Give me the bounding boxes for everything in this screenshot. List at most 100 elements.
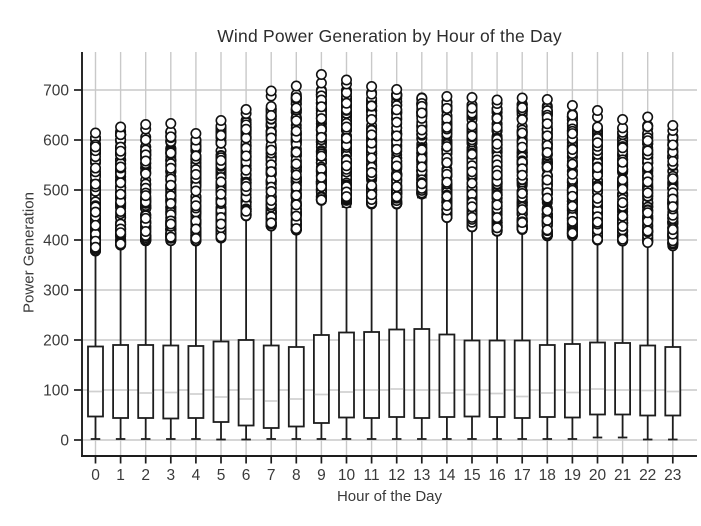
iqr-box xyxy=(237,339,255,427)
outlier-point xyxy=(617,233,629,245)
outliers-hour-14 xyxy=(441,91,453,223)
outlier-point xyxy=(466,166,478,178)
x-tick-label: 16 xyxy=(488,467,505,484)
outlier-point xyxy=(416,124,428,136)
outlier-point xyxy=(667,155,679,167)
x-tick-label: 4 xyxy=(192,467,201,484)
outliers-hour-5 xyxy=(215,115,227,244)
outlier-point xyxy=(165,197,177,209)
outlier-point xyxy=(366,180,378,192)
outlier-point xyxy=(315,131,327,143)
boxplot-hour-10 xyxy=(338,206,355,440)
outlier-point xyxy=(391,191,403,203)
extreme-outlier-point xyxy=(140,119,152,131)
y-tick-label: 700 xyxy=(43,83,69,100)
extreme-outlier-point xyxy=(441,91,453,103)
iqr-box xyxy=(488,339,506,418)
outlier-point xyxy=(90,178,102,190)
outlier-point xyxy=(516,169,528,181)
outlier-point xyxy=(90,219,102,231)
outlier-point xyxy=(541,224,553,236)
iqr-box xyxy=(413,328,431,419)
iqr-box xyxy=(538,344,556,418)
outlier-point xyxy=(566,168,578,180)
outlier-point xyxy=(190,233,202,245)
outlier-point xyxy=(516,127,528,139)
iqr-box xyxy=(639,344,657,417)
outlier-point xyxy=(466,120,478,132)
outliers-hour-4 xyxy=(190,128,202,247)
outlier-point xyxy=(290,146,302,158)
y-tick-label: 200 xyxy=(43,333,69,350)
outlier-point xyxy=(165,131,177,143)
x-axis-label: Hour of the Day xyxy=(336,488,443,505)
x-tick-label: 10 xyxy=(338,467,356,484)
outlier-point xyxy=(165,231,177,243)
outlier-point xyxy=(366,152,378,164)
outlier-point xyxy=(265,166,277,178)
outliers-hour-3 xyxy=(165,118,177,247)
outliers-hour-11 xyxy=(366,81,378,210)
outlier-point xyxy=(391,104,403,116)
boxplot-hour-16 xyxy=(488,233,506,440)
iqr-box xyxy=(664,346,682,417)
outliers-hour-13 xyxy=(416,92,428,200)
outlier-point xyxy=(516,204,528,216)
x-tick-label: 20 xyxy=(589,467,607,484)
extreme-outlier-point xyxy=(190,128,202,140)
boxplot-hour-6 xyxy=(237,217,255,441)
outlier-point xyxy=(340,121,352,133)
iqr-box xyxy=(589,341,606,416)
outlier-point xyxy=(315,171,327,183)
outlier-point xyxy=(591,192,603,204)
outlier-point xyxy=(591,233,603,245)
outlier-point xyxy=(617,197,629,209)
outlier-point xyxy=(466,130,478,142)
boxplot-hour-22 xyxy=(639,243,657,441)
outlier-point xyxy=(340,132,352,144)
outlier-point xyxy=(516,102,528,114)
outlier-point xyxy=(115,145,127,157)
outlier-point xyxy=(541,192,553,204)
y-axis-label: Power Generation xyxy=(20,192,38,313)
y-tick-label: 400 xyxy=(43,233,69,250)
boxplot-hour-2 xyxy=(137,242,155,440)
outlier-point xyxy=(617,174,629,186)
outliers-hour-17 xyxy=(516,92,528,235)
boxplot-hour-0 xyxy=(87,252,104,440)
extreme-outlier-point xyxy=(115,121,127,133)
outliers-hour-19 xyxy=(566,100,578,242)
iqr-box xyxy=(112,344,129,419)
outlier-point xyxy=(115,177,127,189)
outlier-point xyxy=(541,161,553,173)
outlier-point xyxy=(591,162,603,174)
outlier-point xyxy=(90,162,102,174)
outlier-point xyxy=(591,121,603,133)
iqr-box xyxy=(363,331,381,419)
outlier-point xyxy=(90,241,102,253)
outlier-point xyxy=(391,160,403,172)
outlier-point xyxy=(667,201,679,213)
x-tick-label: 18 xyxy=(539,467,556,484)
outlier-point xyxy=(315,181,327,193)
extreme-outlier-point xyxy=(366,81,378,93)
outlier-point xyxy=(366,189,378,201)
x-tick-label: 19 xyxy=(564,467,581,484)
outlier-point xyxy=(466,102,478,114)
outlier-point xyxy=(290,102,302,114)
outlier-point xyxy=(591,137,603,149)
outlier-point xyxy=(240,123,252,135)
outlier-point xyxy=(566,128,578,140)
boxplot-hour-18 xyxy=(538,237,556,440)
outlier-point xyxy=(617,142,629,154)
outlier-point xyxy=(642,225,654,237)
extreme-outlier-point xyxy=(516,92,528,104)
outlier-point xyxy=(491,112,503,124)
x-tick-label: 14 xyxy=(438,467,456,484)
outlier-point xyxy=(115,161,127,173)
outlier-point xyxy=(391,130,403,142)
boxplot-hour-14 xyxy=(438,218,456,440)
outlier-point xyxy=(240,150,252,162)
outlier-point xyxy=(416,144,428,156)
